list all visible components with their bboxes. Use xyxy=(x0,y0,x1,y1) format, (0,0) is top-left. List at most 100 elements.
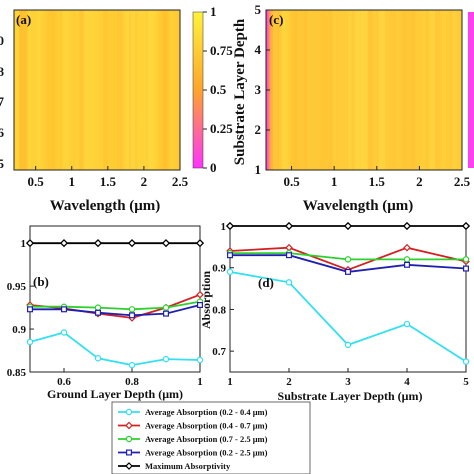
data-point xyxy=(402,221,412,231)
legend-label: Average Absorption (0.2 - 0.4 μm) xyxy=(145,407,268,417)
y-tick-label: 0.8 xyxy=(212,304,226,316)
x-tick-label: 2 xyxy=(286,376,292,388)
y-tick-fragment: 7 xyxy=(0,94,5,109)
x-axis-label-a: Wavelength (μm) xyxy=(50,198,161,214)
data-point xyxy=(285,279,293,286)
heatmap-stripe xyxy=(154,10,158,170)
data-point xyxy=(25,239,35,248)
heatmap-stripe xyxy=(294,10,300,170)
y-ticks-c: 1 2 3 4 5 xyxy=(255,2,270,177)
y-tick-label: 2 xyxy=(255,122,262,137)
y-tick-label: 0.95 xyxy=(7,281,27,293)
y-tick-fragment: 8 xyxy=(0,64,5,79)
heatmap-stripe xyxy=(52,10,57,170)
heatmap-stripe xyxy=(329,10,332,170)
x-tick-label: 2 xyxy=(141,174,148,189)
heatmap-stripe xyxy=(360,10,369,170)
y-tick-label: 1 xyxy=(255,162,262,177)
data-point xyxy=(161,239,171,248)
y-tick-label: 0.85 xyxy=(7,367,27,379)
series-line-4 xyxy=(30,304,201,317)
x-tick-label: 2 xyxy=(416,174,423,189)
heatmap-stripe xyxy=(456,10,461,170)
heatmap-stripe xyxy=(83,10,87,170)
heatmap-stripe xyxy=(367,10,373,170)
data-point xyxy=(128,361,136,369)
colorbar-ticks: 1 0.75 0.5 0.25 0 xyxy=(203,4,233,175)
heatmap-a-texture xyxy=(18,10,180,170)
data-point xyxy=(94,309,101,316)
y-tick-fragment: 0 xyxy=(0,33,4,48)
heatmap-stripe xyxy=(80,10,85,170)
data-point xyxy=(197,302,204,309)
data-point xyxy=(93,239,103,248)
data-point xyxy=(404,261,411,268)
x-axis-label-b: Ground Layer Depth (μm) xyxy=(47,387,183,401)
data-point xyxy=(94,304,102,311)
data-point xyxy=(196,356,204,364)
heatmap-stripe xyxy=(374,10,380,170)
heatmap-stripe xyxy=(148,10,156,170)
legend-marker xyxy=(125,435,133,443)
heatmap-stripe xyxy=(79,10,83,170)
heatmap-stripe xyxy=(282,10,289,170)
heatmap-a xyxy=(14,10,180,170)
data-point xyxy=(60,306,67,313)
y-axis-label-c: Substrate Layer Depth xyxy=(232,18,248,165)
data-point xyxy=(60,329,68,336)
heatmap-stripe xyxy=(376,10,379,170)
heatmap-stripe xyxy=(353,10,361,170)
heatmap-stripe xyxy=(459,10,462,170)
heatmap-stripe xyxy=(19,10,22,170)
data-point xyxy=(195,239,205,248)
heatmap-stripe xyxy=(129,10,132,170)
heatmap-stripe xyxy=(19,10,28,170)
legend: Average Absorption (0.2 - 0.4 μm) Average… xyxy=(111,401,311,474)
y-tick-label: 1 xyxy=(221,221,227,233)
y-tick-fragment: 6 xyxy=(0,125,5,140)
data-point xyxy=(162,355,170,363)
colorbar-c-edge xyxy=(468,12,474,168)
data-point xyxy=(344,256,352,263)
colorbar-tick-label: 1 xyxy=(210,4,217,19)
data-point xyxy=(59,239,69,248)
panel-d: 1 2 3 4 5 0.7 0.8 0.9 1 (d) Absorption Substrate… xyxy=(199,221,471,403)
panel-tag-c: (c) xyxy=(269,12,283,27)
data-point xyxy=(129,312,136,319)
heatmap-stripe xyxy=(353,10,358,170)
heatmap-stripe xyxy=(431,10,439,170)
heatmap-stripe xyxy=(374,10,380,170)
data-point xyxy=(344,341,352,349)
heatmap-stripe xyxy=(275,10,282,170)
left-axis-fragments: 0 8 7 6 5 xyxy=(0,33,5,171)
y-tick-label: 0.9 xyxy=(12,324,26,336)
heatmap-stripe xyxy=(33,10,41,170)
heatmap-stripe xyxy=(43,10,48,170)
heatmap-stripe xyxy=(119,10,126,170)
heatmap-stripe xyxy=(72,10,76,170)
data-point xyxy=(463,265,470,272)
x-tick-label: 0.5 xyxy=(283,174,300,189)
panel-tag-a: (a) xyxy=(16,12,31,27)
x-tick-label: 1 xyxy=(68,174,75,189)
heatmap-stripe xyxy=(123,10,129,170)
heatmap-stripe xyxy=(80,10,83,170)
heatmap-stripe xyxy=(333,10,336,170)
legend-marker xyxy=(125,449,132,456)
x-tick-label: 2.5 xyxy=(454,174,471,189)
data-point xyxy=(226,268,234,276)
x-tick-label: 0.5 xyxy=(28,174,45,189)
heatmap-stripe xyxy=(50,10,55,170)
heatmap-stripe xyxy=(103,10,108,170)
heatmap-stripe xyxy=(176,10,180,170)
x-tick-label: 4 xyxy=(404,376,410,388)
heatmap-stripe xyxy=(427,10,435,170)
heatmap-stripe xyxy=(438,10,441,170)
data-point xyxy=(286,252,293,259)
x-ticks-c: 0.5 1 1.5 2 2.5 xyxy=(283,166,471,189)
data-point xyxy=(461,221,471,231)
legend-marker xyxy=(125,462,133,470)
plot-d: 1 2 3 4 5 0.7 0.8 0.9 1 xyxy=(212,221,471,388)
data-point xyxy=(343,221,353,231)
